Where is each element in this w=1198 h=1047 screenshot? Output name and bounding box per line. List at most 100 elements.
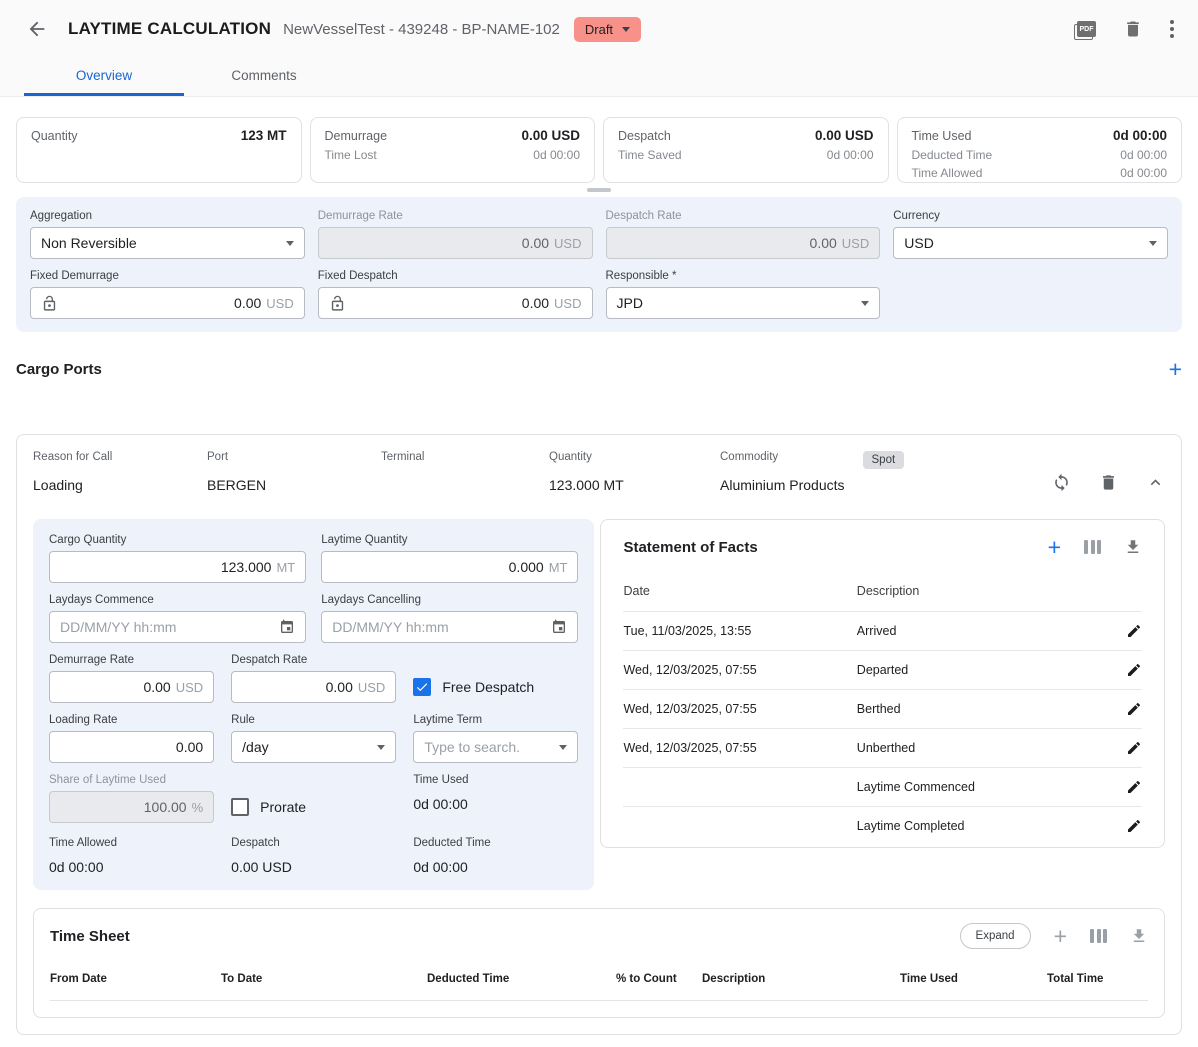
- expand-button[interactable]: Expand: [960, 923, 1031, 949]
- laydays-commence-input[interactable]: DD/MM/YY hh:mm: [49, 611, 306, 643]
- fixed-despatch-value: 0.00: [522, 295, 549, 311]
- currency-value: USD: [904, 235, 934, 251]
- export-pdf-button[interactable]: PDF: [1077, 21, 1096, 37]
- currency-select[interactable]: USD: [893, 227, 1168, 259]
- sync-button[interactable]: [1052, 473, 1071, 492]
- edit-icon[interactable]: [1126, 779, 1142, 795]
- fixed-demurrage-label: Fixed Demurrage: [30, 270, 305, 282]
- edit-icon[interactable]: [1126, 662, 1142, 678]
- laytime-term-select[interactable]: Type to search.: [413, 731, 578, 763]
- tab-comments[interactable]: Comments: [184, 58, 344, 96]
- drag-handle[interactable]: [587, 188, 611, 192]
- edit-icon[interactable]: [1126, 623, 1142, 639]
- back-button[interactable]: [24, 16, 50, 42]
- rule-value: /day: [242, 739, 268, 755]
- fixed-demurrage-input[interactable]: 0.00 USD: [30, 287, 305, 319]
- fixed-despatch-input[interactable]: 0.00 USD: [318, 287, 593, 319]
- laydays-cancelling-field: Laydays Cancelling DD/MM/YY hh:mm: [321, 594, 578, 643]
- rule-select[interactable]: /day: [231, 731, 396, 763]
- port-time-allowed-field: Time Allowed 0d 00:00: [49, 837, 214, 875]
- edit-icon[interactable]: [1126, 701, 1142, 717]
- time-allowed-value: 0d 00:00: [1120, 164, 1167, 182]
- cargo-quantity-unit: MT: [276, 560, 295, 575]
- sof-col-date: Date: [623, 584, 856, 598]
- responsible-field: Responsible * JPD: [606, 270, 881, 319]
- tab-overview[interactable]: Overview: [24, 58, 184, 96]
- despatch-rate-input: 0.00 USD: [606, 227, 881, 259]
- port-time-used-field: Time Used 0d 00:00: [413, 774, 578, 823]
- cargo-quantity-input[interactable]: 123.000 MT: [49, 551, 306, 583]
- port-time-used-label: Time Used: [413, 774, 578, 786]
- lock-open-icon[interactable]: [329, 295, 346, 312]
- chevron-down-icon: [377, 745, 385, 750]
- spot-badge: Spot: [863, 451, 905, 469]
- sof-description: Laytime Completed: [857, 819, 1112, 833]
- deducted-time-value: 0d 00:00: [1120, 146, 1167, 164]
- chevron-down-icon: [559, 745, 567, 750]
- laytime-term-field: Laytime Term Type to search.: [413, 714, 578, 763]
- responsible-select[interactable]: JPD: [606, 287, 881, 319]
- page-subtitle: NewVesselTest - 439248 - BP-NAME-102: [283, 21, 560, 38]
- port-demurrage-rate-value: 0.00: [143, 679, 170, 695]
- trash-icon: [1099, 473, 1118, 492]
- collapse-port-button[interactable]: [1146, 473, 1165, 492]
- sof-col-description: Description: [857, 584, 1112, 598]
- currency-label: Currency: [893, 210, 1168, 222]
- time-used-card-value: 0d 00:00: [1113, 126, 1167, 146]
- chevron-down-icon: [622, 27, 630, 32]
- loading-rate-input[interactable]: 0.00: [49, 731, 214, 763]
- share-of-laytime-unit: %: [192, 800, 204, 815]
- sof-date: Wed, 12/03/2025, 07:55: [623, 663, 856, 677]
- laytime-quantity-label: Laytime Quantity: [321, 534, 578, 546]
- download-icon[interactable]: [1130, 927, 1148, 945]
- port-deducted-time-field: Deducted Time 0d 00:00: [413, 837, 578, 875]
- port-despatch-rate-unit: USD: [358, 680, 385, 695]
- sof-date: Tue, 11/03/2025, 13:55: [623, 624, 856, 638]
- time-sheet-header-row: From Date To Date Deducted Time % to Cou…: [50, 973, 1148, 1001]
- add-timesheet-row-button[interactable]: +: [1054, 927, 1067, 945]
- share-of-laytime-label: Share of Laytime Used: [49, 774, 214, 786]
- tab-bar: Overview Comments: [24, 58, 1174, 96]
- trash-icon: [1123, 19, 1143, 39]
- sof-row: Wed, 12/03/2025, 07:55 Departed: [623, 650, 1142, 689]
- ts-col-description: Description: [702, 973, 900, 985]
- aggregation-field: Aggregation Non Reversible: [30, 210, 305, 259]
- add-cargo-port-button[interactable]: +: [1169, 360, 1182, 378]
- ts-col-total-time: Total Time: [1047, 973, 1148, 985]
- calendar-icon[interactable]: [279, 619, 295, 635]
- quantity-label: Quantity: [549, 451, 720, 463]
- laytime-quantity-input[interactable]: 0.000 MT: [321, 551, 578, 583]
- port-column: Port BERGEN: [207, 451, 381, 493]
- sof-row: Laytime Completed: [623, 806, 1142, 845]
- port-despatch-field: Despatch 0.00 USD: [231, 837, 396, 875]
- aggregation-select[interactable]: Non Reversible: [30, 227, 305, 259]
- delete-port-button[interactable]: [1099, 473, 1118, 492]
- download-icon[interactable]: [1124, 538, 1142, 556]
- add-sof-row-button[interactable]: +: [1048, 538, 1061, 556]
- port-despatch-rate-input[interactable]: 0.00 USD: [231, 671, 396, 703]
- free-despatch-checkbox[interactable]: Free Despatch: [413, 671, 578, 703]
- status-dropdown[interactable]: Draft: [574, 17, 641, 42]
- calendar-icon[interactable]: [551, 619, 567, 635]
- edit-icon[interactable]: [1126, 818, 1142, 834]
- columns-icon[interactable]: [1084, 540, 1101, 554]
- despatch-rate-field: Despatch Rate 0.00 USD: [606, 210, 881, 259]
- laytime-quantity-field: Laytime Quantity 0.000 MT: [321, 534, 578, 583]
- prorate-checkbox[interactable]: Prorate: [231, 791, 396, 823]
- more-menu-button[interactable]: [1170, 20, 1174, 38]
- demurrage-rate-unit: USD: [554, 236, 581, 251]
- port-label: Port: [207, 451, 381, 463]
- reason-for-call-value: Loading: [33, 477, 207, 493]
- port-demurrage-rate-input[interactable]: 0.00 USD: [49, 671, 214, 703]
- more-vertical-icon: [1170, 20, 1174, 38]
- delete-button[interactable]: [1123, 19, 1143, 39]
- statement-of-facts-card: Statement of Facts + Date Description Tu…: [600, 519, 1165, 848]
- sof-description: Unberthed: [857, 741, 1112, 755]
- edit-icon[interactable]: [1126, 740, 1142, 756]
- lock-open-icon[interactable]: [41, 295, 58, 312]
- columns-icon[interactable]: [1090, 929, 1107, 943]
- laydays-cancelling-input[interactable]: DD/MM/YY hh:mm: [321, 611, 578, 643]
- cargo-port-card: Reason for Call Loading Port BERGEN Term…: [16, 434, 1182, 1035]
- quantity-card-value: 123 MT: [241, 126, 287, 146]
- status-label: Draft: [585, 22, 613, 37]
